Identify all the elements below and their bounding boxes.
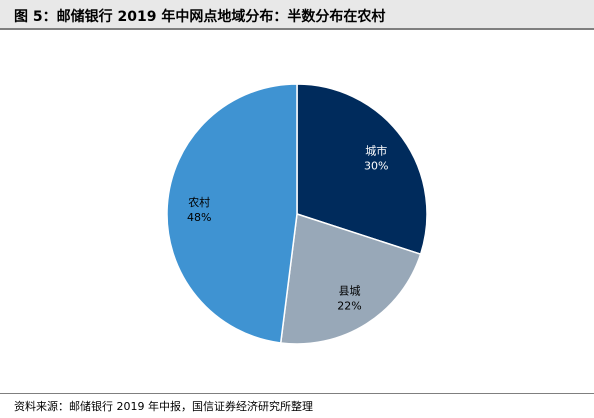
pie-slice-3 — [166, 83, 298, 344]
source-note: 资料来源：邮储银行 2019 年中报，国信证券经济研究所整理 — [14, 400, 313, 413]
slice-name-label: 农村 — [188, 195, 210, 209]
slice-value-label: 30% — [364, 159, 388, 172]
figure-title: 图 5：邮储银行 2019 年中网点地域分布：半数分布在农村 — [14, 9, 386, 25]
pie-chart-svg: 城市 30% 县城 22% 农村 48% — [166, 83, 428, 345]
slice-name-label: 城市 — [365, 143, 387, 157]
figure-title-bar: 图 5：邮储银行 2019 年中网点地域分布：半数分布在农村 — [0, 0, 594, 30]
pie-slice-2 — [279, 213, 422, 345]
source-divider — [0, 393, 594, 394]
slice-value-label: 48% — [187, 211, 211, 224]
slice-name-label: 县城 — [339, 285, 361, 298]
slice-value-label: 22% — [337, 300, 361, 313]
pie-slice-1 — [296, 83, 428, 256]
pie-chart: 城市 30% 县城 22% 农村 48% — [0, 30, 594, 392]
